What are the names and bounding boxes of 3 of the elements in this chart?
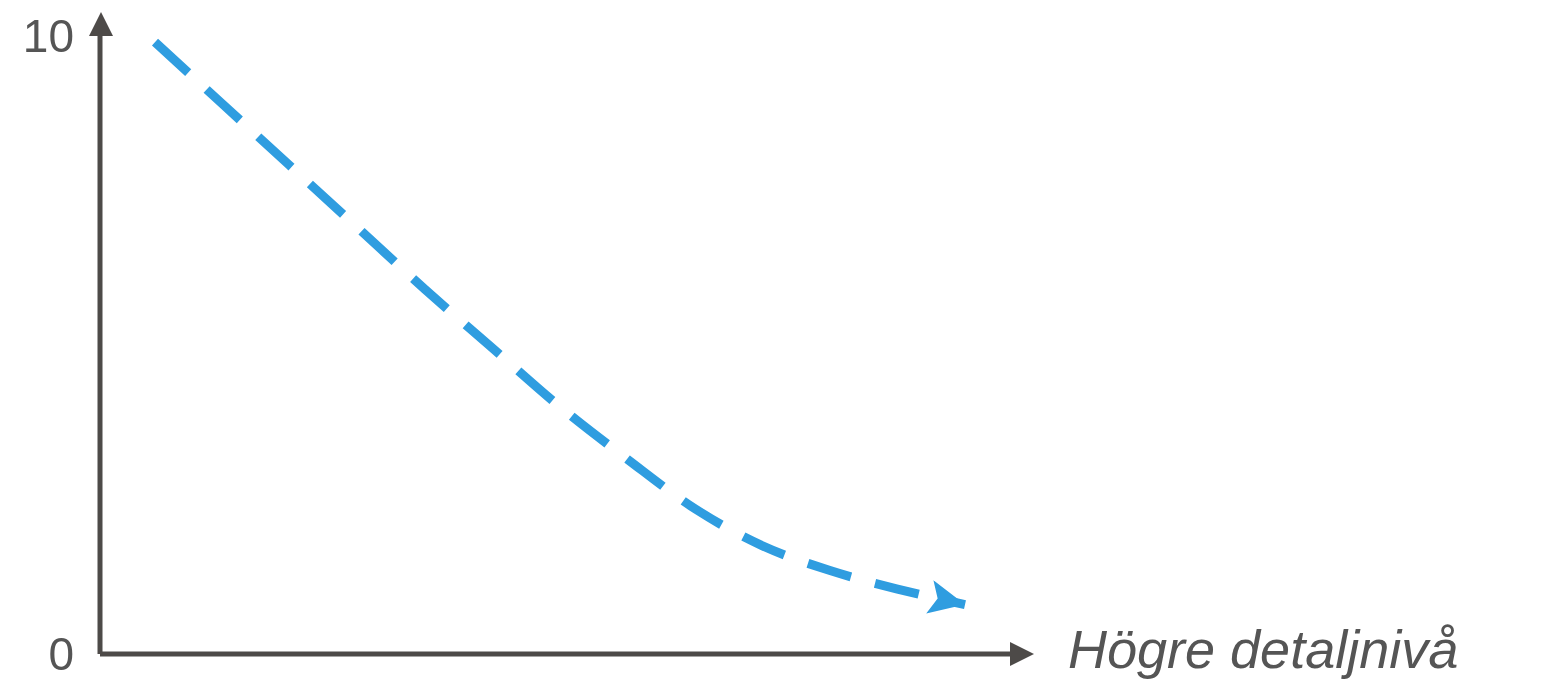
- y-tick-label: 10: [22, 10, 74, 63]
- y-tick-label: 0: [48, 628, 74, 681]
- x-axis-title: Högre detaljnivå: [1068, 618, 1459, 680]
